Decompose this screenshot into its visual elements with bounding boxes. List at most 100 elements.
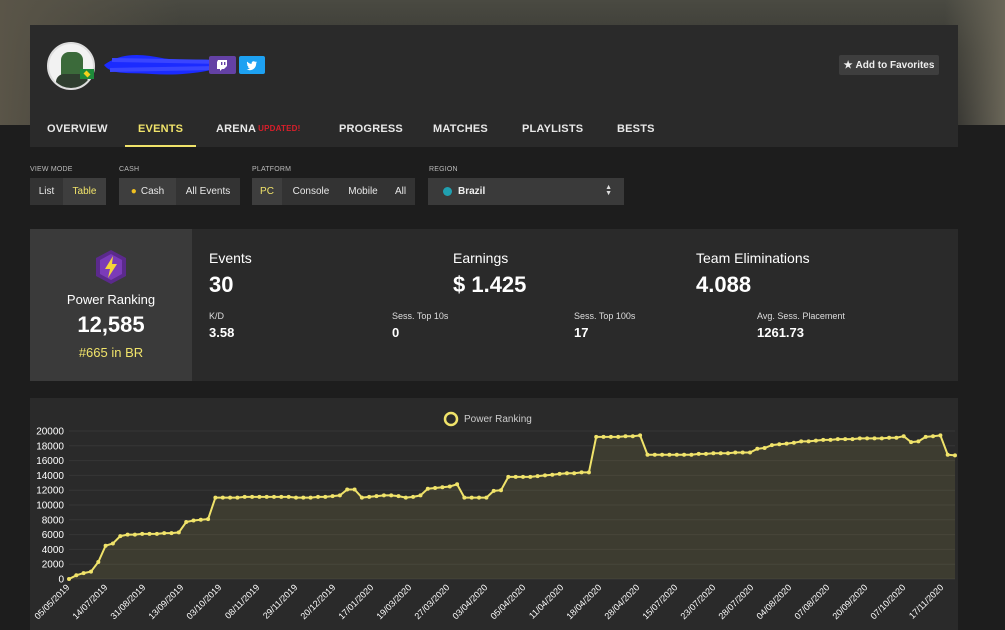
data-point xyxy=(418,493,423,498)
twitter-icon[interactable] xyxy=(239,56,265,74)
data-point xyxy=(462,495,467,500)
data-point xyxy=(381,493,386,498)
data-point xyxy=(791,440,796,445)
x-tick-label: 28/04/2020 xyxy=(602,582,641,621)
twitch-icon[interactable] xyxy=(209,56,236,74)
data-point xyxy=(499,488,503,493)
data-point xyxy=(264,494,269,499)
data-point xyxy=(220,495,225,500)
data-point xyxy=(316,494,320,499)
kd-label: K/D xyxy=(209,311,225,321)
data-point xyxy=(425,486,430,491)
tab-matches[interactable]: MATCHES xyxy=(433,122,488,135)
x-tick-label: 29/11/2019 xyxy=(261,582,299,620)
data-point xyxy=(96,560,101,564)
data-point xyxy=(777,442,782,447)
data-point xyxy=(938,433,943,438)
brazil-flag-icon xyxy=(80,69,94,79)
tab-arena[interactable]: ARENA UPDATED! xyxy=(216,122,301,135)
power-ranking-box: Power Ranking 12,585 #665 in BR xyxy=(30,229,192,381)
data-point xyxy=(718,451,723,456)
data-point xyxy=(118,534,123,539)
y-tick-label: 8000 xyxy=(42,515,65,526)
data-point xyxy=(682,452,687,457)
data-point xyxy=(528,474,533,479)
cash-option[interactable]: ● Cash xyxy=(119,178,176,205)
events-label: Events xyxy=(209,250,252,266)
data-point xyxy=(535,474,540,479)
data-point xyxy=(872,436,877,441)
add-to-favorites-label: Add to Favorites xyxy=(855,59,935,71)
legend-marker xyxy=(443,411,459,427)
x-tick-label: 03/10/2019 xyxy=(184,582,223,621)
data-point xyxy=(206,517,211,522)
earnings-label: Earnings xyxy=(453,250,509,266)
data-point xyxy=(901,434,906,439)
data-point xyxy=(865,436,870,441)
data-point xyxy=(477,495,481,500)
platform-console-option[interactable]: Console xyxy=(292,186,330,197)
data-point xyxy=(916,439,921,444)
tab-overview[interactable]: OVERVIEW xyxy=(47,122,108,135)
data-point xyxy=(828,437,833,442)
tab-events[interactable]: EVENTS xyxy=(124,110,197,147)
data-point xyxy=(440,485,445,490)
data-point xyxy=(396,494,401,499)
tab-bests[interactable]: BESTS xyxy=(617,122,655,135)
data-point xyxy=(513,474,518,479)
data-point xyxy=(67,577,71,581)
power-ranking-icon xyxy=(96,250,126,284)
data-point xyxy=(279,494,284,499)
data-point xyxy=(272,494,276,499)
data-point xyxy=(352,487,357,492)
data-point xyxy=(616,434,621,439)
y-tick-label: 14000 xyxy=(36,471,64,482)
data-point xyxy=(455,482,460,487)
data-point xyxy=(784,441,789,446)
data-point xyxy=(550,472,555,477)
data-point xyxy=(469,495,474,500)
globe-icon xyxy=(443,187,452,196)
legend-label: Power Ranking xyxy=(464,414,532,425)
platform-all-option[interactable]: All xyxy=(394,186,407,197)
data-point xyxy=(250,494,255,499)
x-tick-label: 11/04/2020 xyxy=(527,582,565,620)
data-point xyxy=(821,437,826,442)
data-point xyxy=(762,446,767,450)
platform-pc-option[interactable]: PC xyxy=(252,178,282,205)
view-mode-label: VIEW MODE xyxy=(30,166,73,173)
data-point xyxy=(894,435,899,440)
power-ranking-value: 12,585 xyxy=(77,312,145,337)
profile-header: ★ Add to Favorites OVERVIEW EVENTS ARENA… xyxy=(30,25,958,147)
data-point xyxy=(367,494,372,499)
view-table-option[interactable]: Table xyxy=(63,178,106,205)
data-point xyxy=(733,450,738,455)
data-point xyxy=(645,452,650,457)
data-point xyxy=(308,495,313,500)
add-to-favorites-button[interactable]: ★ Add to Favorites xyxy=(839,55,939,75)
data-point xyxy=(667,452,672,457)
data-point xyxy=(447,484,452,489)
tab-playlists[interactable]: PLAYLISTS xyxy=(522,122,584,135)
region-select[interactable]: Brazil ▲ ▼ xyxy=(428,178,624,205)
data-point xyxy=(294,495,298,500)
power-ranking-label: Power Ranking xyxy=(66,292,156,307)
data-point xyxy=(228,495,233,500)
data-point xyxy=(638,433,643,438)
data-point xyxy=(813,438,818,443)
data-point xyxy=(374,494,379,499)
data-point xyxy=(769,443,774,448)
stats-panel: Power Ranking 12,585 #665 in BR Events 3… xyxy=(30,229,958,381)
data-point xyxy=(740,450,745,455)
y-tick-label: 12000 xyxy=(36,486,64,497)
data-point xyxy=(601,434,606,439)
all-events-option[interactable]: All Events xyxy=(185,186,231,197)
data-point xyxy=(89,569,93,574)
view-list-option[interactable]: List xyxy=(38,186,55,197)
data-point xyxy=(521,474,525,479)
data-point xyxy=(323,494,328,499)
earnings-value: $ 1.425 xyxy=(453,272,527,297)
platform-mobile-option[interactable]: Mobile xyxy=(348,186,378,197)
data-point xyxy=(608,434,613,439)
tab-progress[interactable]: PROGRESS xyxy=(339,122,403,135)
